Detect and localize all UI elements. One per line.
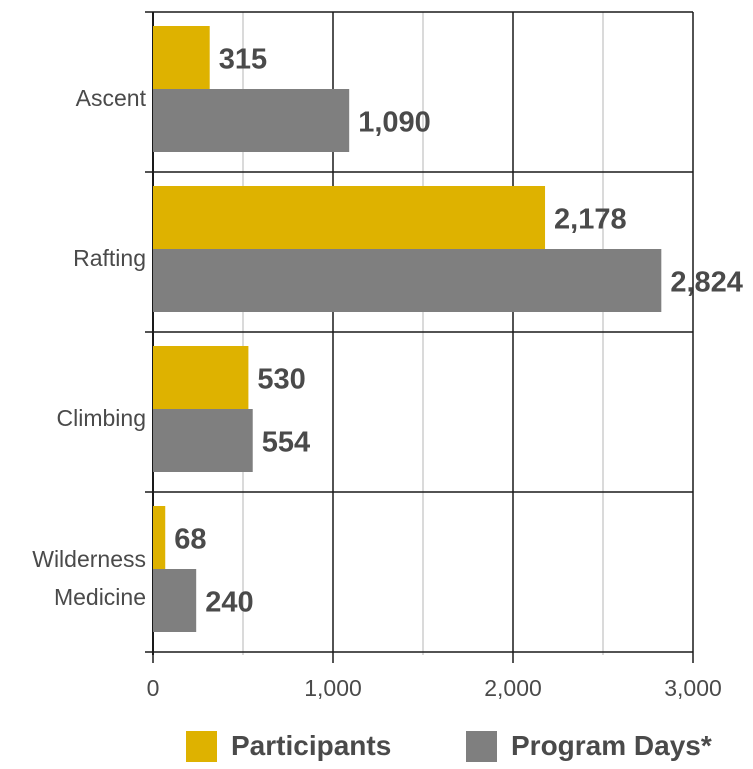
x-tick-label: 0 [147,675,160,701]
data-label: 1,090 [358,107,431,139]
bar-participants [153,506,166,569]
category-label: Medicine [54,584,146,610]
data-label: 2,824 [670,267,743,299]
data-label: 530 [257,364,305,396]
bar-participants [153,346,249,409]
data-label: 68 [174,524,206,556]
legend-label-program-days: Program Days* [511,730,712,761]
category-label: Ascent [76,85,147,111]
legend-swatch-program-days [466,730,497,762]
bar-participants [153,186,546,249]
category-label: Climbing [57,405,146,431]
legend-item-participants: Participants [186,730,391,762]
bar-program-days [153,569,197,632]
data-label: 554 [262,427,310,459]
category-label: Wilderness [32,546,146,572]
legend: Participants Program Days* [0,722,753,769]
legend-label-participants: Participants [231,730,392,761]
bar-program-days [153,249,662,312]
data-label: 2,178 [554,204,627,236]
data-label: 315 [219,44,267,76]
legend-item-program-days: Program Days* [466,730,712,762]
bar-participants [153,26,210,89]
data-label: 240 [205,587,253,619]
category-label: Rafting [73,245,146,271]
bar-program-days [153,409,253,472]
x-tick-label: 1,000 [304,675,362,701]
bar-program-days [153,89,350,152]
bar-chart: Ascent 315 1,090 Rafting 2,178 2,824 Climbing 5… [32,11,743,701]
x-tick-label: 2,000 [484,675,542,701]
legend-swatch-participants [186,730,217,762]
x-tick-label: 3,000 [664,675,722,701]
